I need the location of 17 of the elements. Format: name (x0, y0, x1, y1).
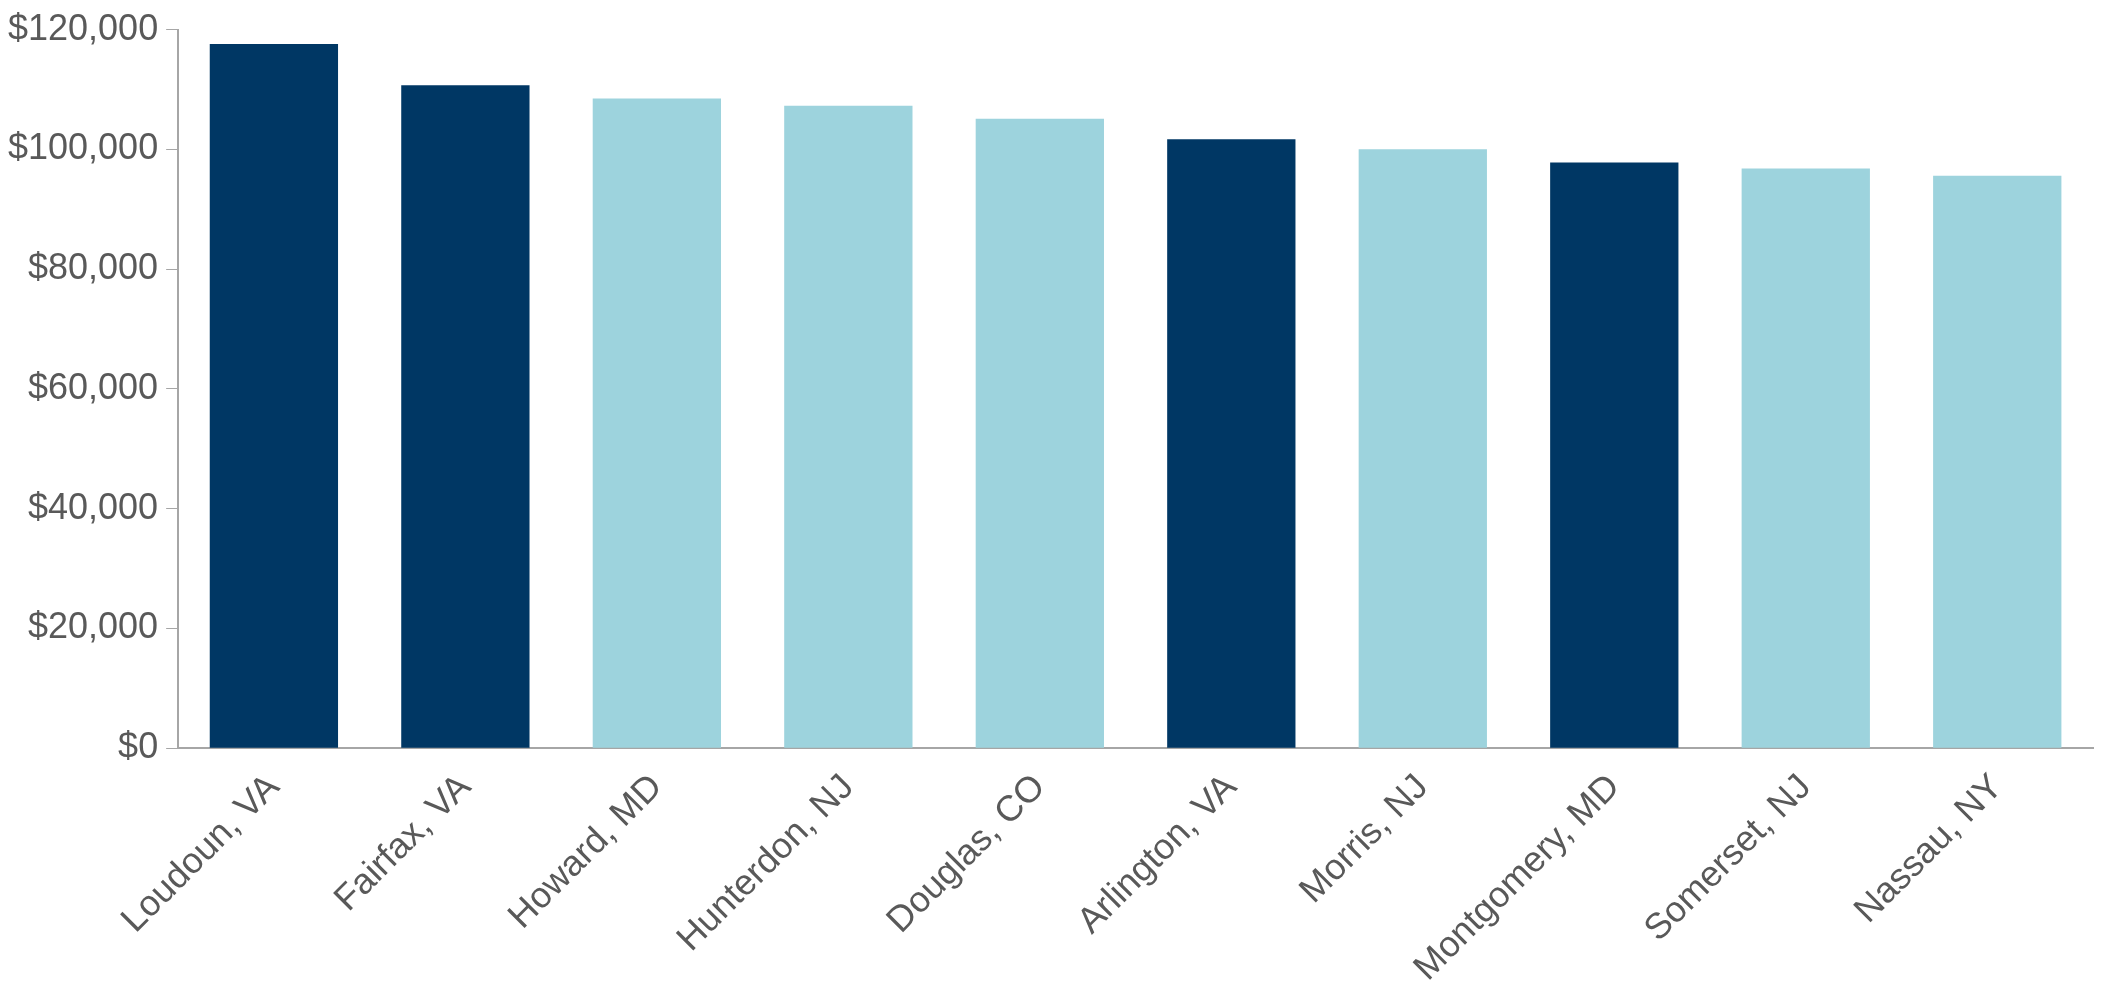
y-tick-label: $20,000 (28, 605, 159, 647)
bar (1167, 139, 1296, 748)
bar (209, 43, 339, 748)
y-tick-label: $80,000 (28, 246, 159, 288)
y-tick-label: $120,000 (8, 6, 159, 48)
y-tick-label: $60,000 (28, 365, 159, 407)
bar (1933, 175, 2062, 748)
y-tick-label: $40,000 (28, 485, 159, 527)
y-tick-label: $0 (118, 725, 159, 767)
y-tick-label: $100,000 (8, 126, 159, 168)
bar (401, 85, 530, 748)
bar (1550, 162, 1679, 748)
bar (784, 105, 913, 748)
bar (592, 98, 722, 748)
bar (975, 118, 1104, 748)
bar (1741, 168, 1870, 748)
bar (1358, 149, 1487, 748)
